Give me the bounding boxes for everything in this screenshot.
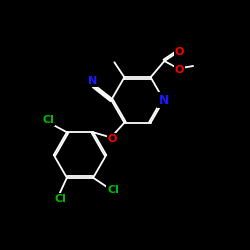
Text: O: O [175, 65, 184, 75]
Text: O: O [175, 47, 184, 57]
Text: N: N [158, 94, 169, 106]
Text: N: N [88, 76, 97, 86]
Text: O: O [108, 134, 117, 144]
Text: Cl: Cl [107, 185, 119, 195]
Text: Cl: Cl [42, 115, 54, 125]
Text: Cl: Cl [55, 194, 66, 204]
